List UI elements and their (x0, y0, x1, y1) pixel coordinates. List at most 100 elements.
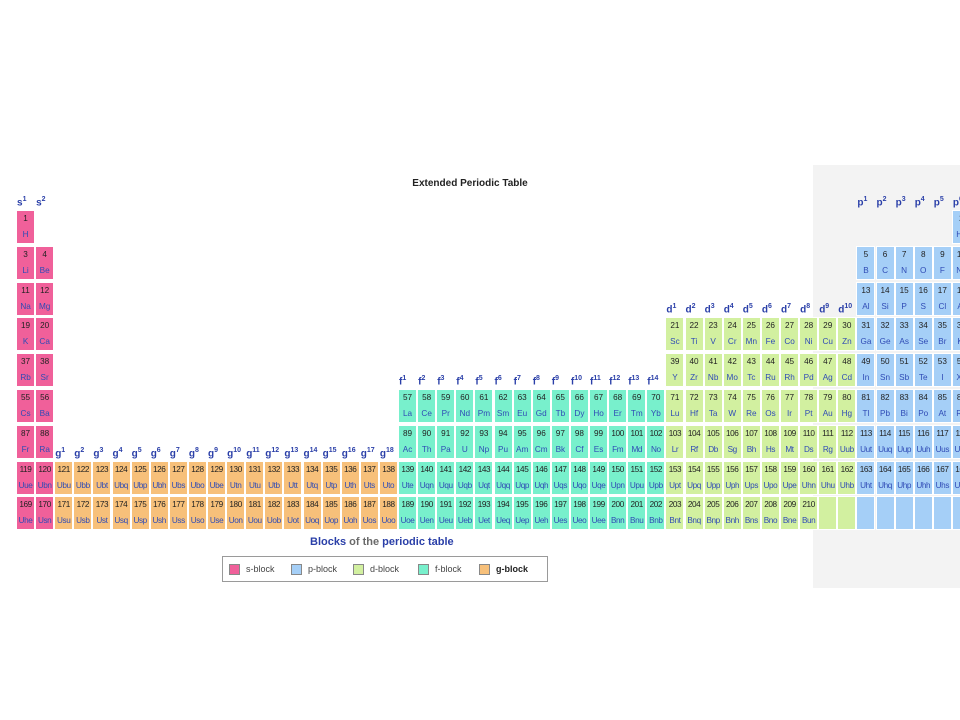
column-header-sup: 8 (806, 303, 811, 311)
atomic-number: 165 (897, 464, 911, 474)
atomic-number: 36 (953, 318, 960, 334)
element-cell-uuo: 118 Uuo (951, 424, 960, 459)
element-symbol: Ra (39, 444, 50, 454)
element-symbol: Sc (670, 337, 680, 347)
element-symbol: Uhq (878, 480, 892, 490)
element-symbol: Ge (879, 337, 891, 347)
element-cell-cu: 29 Cu (818, 317, 838, 352)
atomic-number: 184 (305, 500, 319, 510)
element-cell-utt: 133 Utt (283, 460, 303, 495)
legend-item-g-block: g-block (479, 563, 528, 576)
element-cell-sb: 51 Sb (894, 353, 914, 388)
atomic-number: 75 (746, 393, 756, 402)
column-header-f3: f3 (437, 373, 444, 388)
atomic-number: 15 (899, 285, 909, 295)
element-symbol: Po (918, 409, 929, 418)
atomic-number: 70 (651, 393, 661, 402)
element-symbol: O (920, 265, 927, 275)
atomic-number: 142 (458, 464, 472, 474)
atomic-number: 134 (305, 464, 319, 474)
legend-item-f-block: f-block (418, 563, 462, 576)
atomic-number: 181 (248, 500, 262, 510)
element-symbol: Uth (344, 480, 356, 490)
element-symbol: Uhb (839, 480, 854, 490)
element-symbol: Nd (459, 409, 471, 418)
element-cell-np: 93 Np (474, 424, 494, 459)
column-header-sup: 4 (920, 196, 925, 203)
caption-word-of-the: of the (349, 536, 380, 548)
column-header-g11: g11 (246, 445, 260, 460)
element-symbol: Hs (765, 444, 776, 454)
column-header-base: f (532, 376, 537, 388)
element-symbol: At (938, 409, 947, 418)
element-cell-uhq: 164 Uhq (875, 460, 895, 495)
column-header-g1: g1 (55, 445, 65, 460)
element-symbol: Db (708, 444, 718, 454)
element-symbol: Uhe (18, 516, 33, 526)
element-cell-bne: 209 Bne (780, 496, 800, 531)
atomic-number: 59 (441, 393, 451, 402)
column-header-base: g (322, 447, 329, 459)
element-cell-pm: 61 Pm (474, 389, 494, 423)
atomic-number: 139 (401, 464, 414, 474)
column-header-d4: d4 (724, 301, 734, 316)
column-header-base: f (494, 376, 498, 388)
column-header-sup: 9 (214, 446, 219, 454)
element-symbol: Ni (804, 337, 813, 347)
element-symbol: Dy (574, 409, 585, 418)
element-symbol: Zn (842, 337, 852, 347)
column-header-g17: g17 (361, 445, 375, 460)
element-cell-pd: 46 Pd (799, 353, 819, 388)
column-header-base: g (265, 447, 272, 459)
element-symbol: Ubn (37, 480, 52, 490)
element-symbol: Al (862, 301, 870, 311)
element-cell-mg: 12 Mg (35, 281, 55, 316)
element-cell-eu: 63 Eu (512, 389, 532, 423)
column-header-g2: g2 (74, 445, 84, 460)
element-symbol: In (862, 373, 870, 383)
caption-word-blocks[interactable]: Blocks (310, 536, 347, 548)
column-header-g7: g7 (170, 445, 180, 460)
atomic-number: 130 (229, 464, 242, 474)
element-symbol: Am (516, 444, 529, 454)
element-symbol: Uqh (534, 480, 549, 490)
column-header-base: f (551, 376, 556, 388)
atomic-number: 182 (267, 500, 281, 510)
atomic-number: 26 (765, 321, 775, 331)
column-header-f13: f13 (628, 373, 639, 388)
element-cell-upn: 150 Upn (608, 460, 628, 495)
column-header-g9: g9 (208, 445, 218, 460)
element-symbol: Uou (247, 516, 262, 526)
column-header-p5: p5 (934, 194, 944, 209)
element-cell-ir: 77 Ir (780, 389, 800, 423)
element-symbol: Uuh (916, 444, 931, 454)
element-cell-lu: 71 Lu (665, 389, 685, 423)
element-cell-ne: 10Ne (951, 245, 960, 280)
atomic-number: 150 (611, 464, 624, 474)
element-symbol: Bun (801, 516, 816, 526)
caption-link-periodic-table[interactable]: periodic table (382, 536, 454, 548)
atomic-number: 61 (479, 393, 489, 402)
element-cell-xe: 54Xe (951, 353, 960, 388)
atomic-number: 186 (344, 500, 357, 510)
element-symbol: Yb (650, 409, 661, 418)
element-symbol: Eu (517, 409, 528, 418)
element-symbol: Cm (534, 444, 548, 454)
atomic-number: 145 (515, 464, 529, 474)
atomic-number: 149 (592, 464, 605, 474)
element-symbol: Pm (477, 409, 491, 418)
element-cell-ca: 20 Ca (35, 317, 55, 352)
element-cell-upq: 154 Upq (684, 460, 704, 495)
element-cell-ba: 56 Ba (35, 389, 55, 423)
element-symbol: Ubo (190, 480, 205, 490)
element-symbol: Fe (765, 337, 776, 347)
element-cell-y: 39 Y (665, 353, 685, 388)
element-symbol: Upq (687, 480, 701, 490)
element-symbol: Rn (953, 406, 960, 422)
element-cell-ti: 22 Ti (684, 317, 704, 352)
element-cell-utu: 131 Utu (245, 460, 265, 495)
element-symbol: Ueh (534, 516, 549, 526)
